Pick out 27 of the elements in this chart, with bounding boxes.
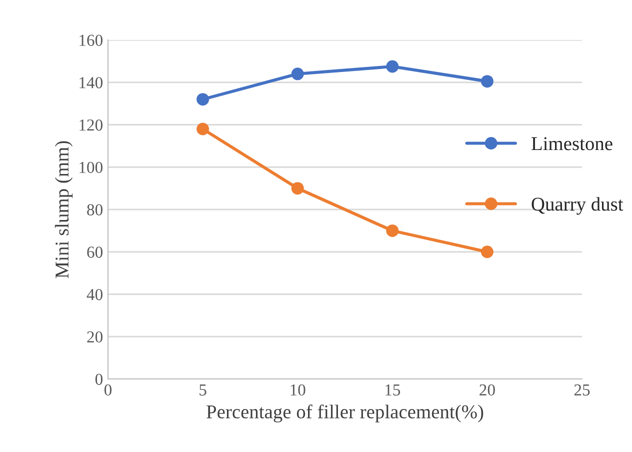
y-tick-label: 120	[80, 119, 103, 131]
point	[386, 60, 399, 73]
x-tick-label: 10	[290, 384, 306, 396]
point	[386, 224, 399, 237]
y-tick-label: 20	[87, 331, 103, 343]
y-tick-label: 40	[86, 288, 103, 300]
legend-label: Quarry dust	[532, 197, 624, 215]
point	[291, 182, 304, 195]
y-axis-title: Mini slump (mm)	[54, 141, 73, 278]
point	[291, 68, 304, 80]
x-tick-label: 0	[104, 384, 112, 396]
x-tick-label: 5	[200, 384, 206, 396]
x-tick-label: 15	[386, 384, 400, 396]
point	[480, 75, 494, 88]
legend-label: Limestone	[532, 137, 612, 150]
y-tick-label: 140	[80, 77, 103, 88]
x-tick-label: 25	[574, 384, 590, 396]
y-tick-label: 100	[80, 162, 103, 174]
point	[196, 122, 210, 136]
point	[480, 246, 494, 258]
y-tick-label: 80	[87, 204, 103, 216]
y-tick-label: 160	[80, 34, 103, 46]
y-tick-label: 0	[95, 374, 103, 385]
x-tick-label: 20	[480, 384, 495, 396]
point	[196, 93, 210, 106]
x-axis-title: Percentage of filler replacement(%)	[206, 404, 484, 422]
y-tick-label: 60	[87, 246, 103, 258]
